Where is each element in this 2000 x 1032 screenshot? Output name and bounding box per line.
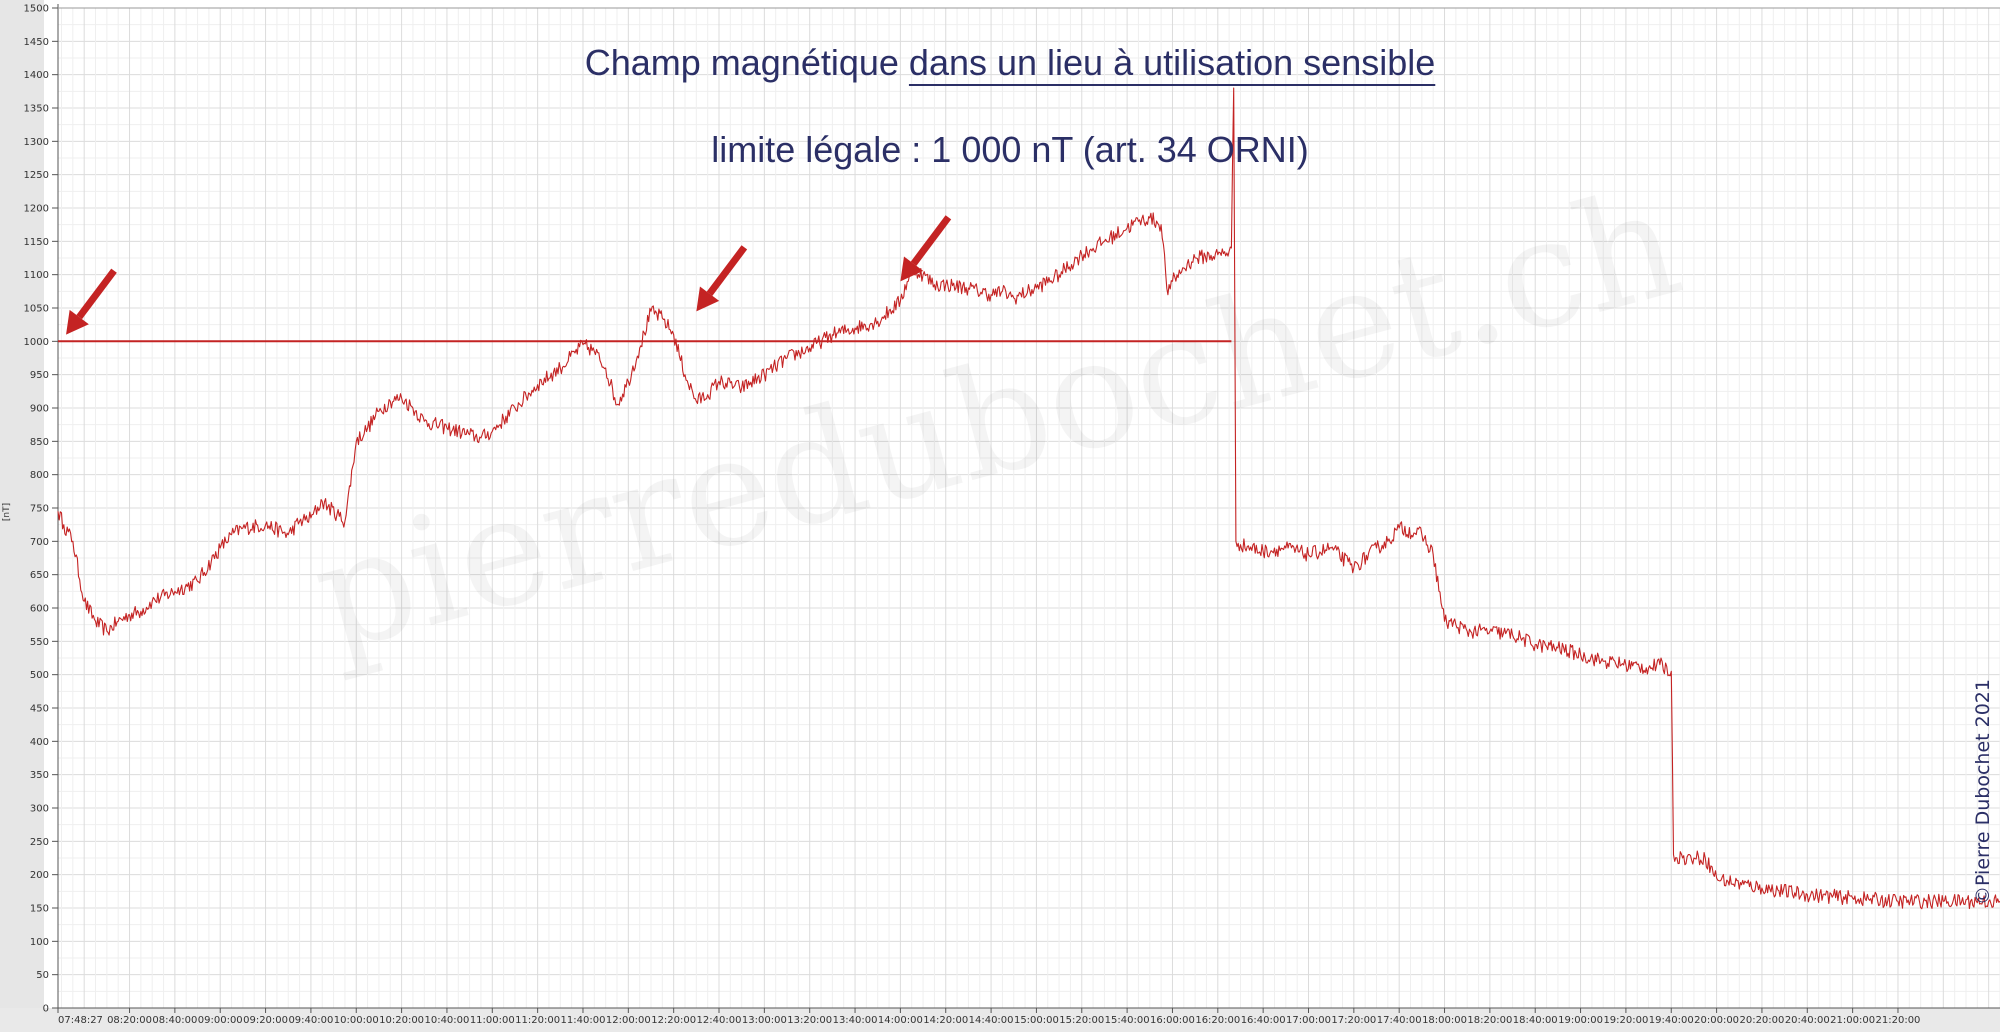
x-tick-label: 18:40:00 <box>1513 1015 1558 1026</box>
y-tick-label: 0 <box>43 1004 49 1015</box>
y-tick-label: 400 <box>30 737 49 748</box>
arrow-shaft <box>706 245 748 296</box>
y-tick-label: 950 <box>30 370 49 381</box>
x-tick-label: 17:20:00 <box>1331 1015 1376 1026</box>
grid-layer <box>58 7 2000 1009</box>
x-tick-label: 08:20:00 <box>107 1015 152 1026</box>
x-tick-label: 18:00:00 <box>1422 1015 1467 1026</box>
bottom-axis-band <box>0 1008 2000 1032</box>
x-tick-label: 12:40:00 <box>697 1015 742 1026</box>
x-tick-label: 16:00:00 <box>1150 1015 1195 1026</box>
y-tick-label: 1350 <box>24 104 49 115</box>
arrow-shaft <box>76 268 117 320</box>
x-tick-label: 13:20:00 <box>787 1015 832 1026</box>
x-tick-label: 19:00:00 <box>1558 1015 1603 1026</box>
x-tick-label: 14:00:00 <box>878 1015 923 1026</box>
x-tick-label: 10:00:00 <box>334 1015 379 1026</box>
x-tick-label: 15:40:00 <box>1105 1015 1150 1026</box>
y-tick-label: 650 <box>30 570 49 581</box>
x-tick-label: 11:00:00 <box>470 1015 515 1026</box>
x-tick-label: 10:20:00 <box>379 1015 424 1026</box>
series-layer <box>57 87 2000 910</box>
y-tick-label: 750 <box>30 504 49 515</box>
y-tick-label: 800 <box>30 470 49 481</box>
y-tick-label: 1000 <box>24 337 49 348</box>
y-tick-label: 200 <box>30 870 49 881</box>
y-tick-label: 150 <box>30 904 49 915</box>
y-axis-label: [nT] <box>2 503 12 521</box>
x-tick-label: 19:40:00 <box>1649 1015 1694 1026</box>
x-tick-label: 18:20:00 <box>1467 1015 1512 1026</box>
y-tick-label: 1150 <box>24 237 49 248</box>
y-tick-label: 850 <box>30 437 49 448</box>
x-tick-label: 14:20:00 <box>923 1015 968 1026</box>
y-tick-label: 1100 <box>24 270 49 281</box>
chart-title-plain: Champ magnétique <box>585 42 909 83</box>
x-tick-label: 15:20:00 <box>1059 1015 1104 1026</box>
arrow-head <box>696 286 720 312</box>
x-tick-label: 09:40:00 <box>288 1015 333 1026</box>
x-tick-label: 17:00:00 <box>1286 1015 1331 1026</box>
x-tick-label: 21:00:00 <box>1830 1015 1875 1026</box>
y-tick-label: 900 <box>30 404 49 415</box>
y-tick-label: 1250 <box>24 170 49 181</box>
x-tick-label: 09:00:00 <box>198 1015 243 1026</box>
annotation-layer <box>66 215 952 335</box>
y-tick-label: 1300 <box>24 137 49 148</box>
title-layer: Champ magnétique dans un lieu à utilisat… <box>585 42 1436 170</box>
y-tick-label: 700 <box>30 537 49 548</box>
x-tick-label: 11:20:00 <box>515 1015 560 1026</box>
y-tick-label: 1400 <box>24 70 49 81</box>
x-tick-label: 15:00:00 <box>1014 1015 1059 1026</box>
y-tick-label: 100 <box>30 937 49 948</box>
y-tick-label: 250 <box>30 837 49 848</box>
copyright-credit: ©Pierre Dubochet 2021 <box>1972 679 1994 905</box>
x-tick-label: 11:40:00 <box>561 1015 606 1026</box>
y-tick-label: 550 <box>30 637 49 648</box>
x-tick-label: 12:00:00 <box>606 1015 651 1026</box>
x-tick-label: 09:20:00 <box>243 1015 288 1026</box>
left-axis-band <box>0 0 44 1032</box>
y-tick-label: 500 <box>30 670 49 681</box>
arrow-head <box>900 256 924 282</box>
x-tick-label: 08:40:00 <box>152 1015 197 1026</box>
y-tick-label: 1050 <box>24 304 49 315</box>
x-tick-label: 10:40:00 <box>424 1015 469 1026</box>
chart-title-underlined: dans un lieu à utilisation sensible <box>909 42 1435 83</box>
arrow-shaft <box>910 215 952 266</box>
y-tick-label: 1450 <box>24 37 49 48</box>
x-tick-label: 13:00:00 <box>742 1015 787 1026</box>
x-tick-label: 19:20:00 <box>1603 1015 1648 1026</box>
y-tick-label: 450 <box>30 704 49 715</box>
arrow-head <box>66 309 89 335</box>
x-tick-label: 16:40:00 <box>1241 1015 1286 1026</box>
y-tick-label: 1500 <box>24 4 49 15</box>
x-tick-label: 13:40:00 <box>833 1015 878 1026</box>
measurement-series-line <box>57 87 2000 910</box>
y-tick-label: 600 <box>30 604 49 615</box>
y-tick-label: 1200 <box>24 204 49 215</box>
y-tick-label: 350 <box>30 770 49 781</box>
x-tick-label: 20:00:00 <box>1694 1015 1739 1026</box>
x-tick-label: 07:48:27 <box>58 1015 103 1026</box>
x-tick-label: 17:40:00 <box>1377 1015 1422 1026</box>
chart-title: Champ magnétique dans un lieu à utilisat… <box>585 42 1436 83</box>
x-tick-label: 16:20:00 <box>1195 1015 1240 1026</box>
x-tick-label: 20:20:00 <box>1739 1015 1784 1026</box>
y-tick-label: 300 <box>30 804 49 815</box>
y-tick-label: 50 <box>36 970 49 981</box>
axis-layer: 0 50 100 150 200 250 300 350 400 450 500 550 600 650 7… <box>24 4 2000 1026</box>
chart-subtitle: limite légale : 1 000 nT (art. 34 ORNI) <box>711 129 1309 170</box>
x-tick-label: 12:20:00 <box>651 1015 696 1026</box>
x-tick-label: 21:20:00 <box>1876 1015 1921 1026</box>
x-tick-label: 14:40:00 <box>969 1015 1014 1026</box>
x-tick-label: 20:40:00 <box>1785 1015 1830 1026</box>
